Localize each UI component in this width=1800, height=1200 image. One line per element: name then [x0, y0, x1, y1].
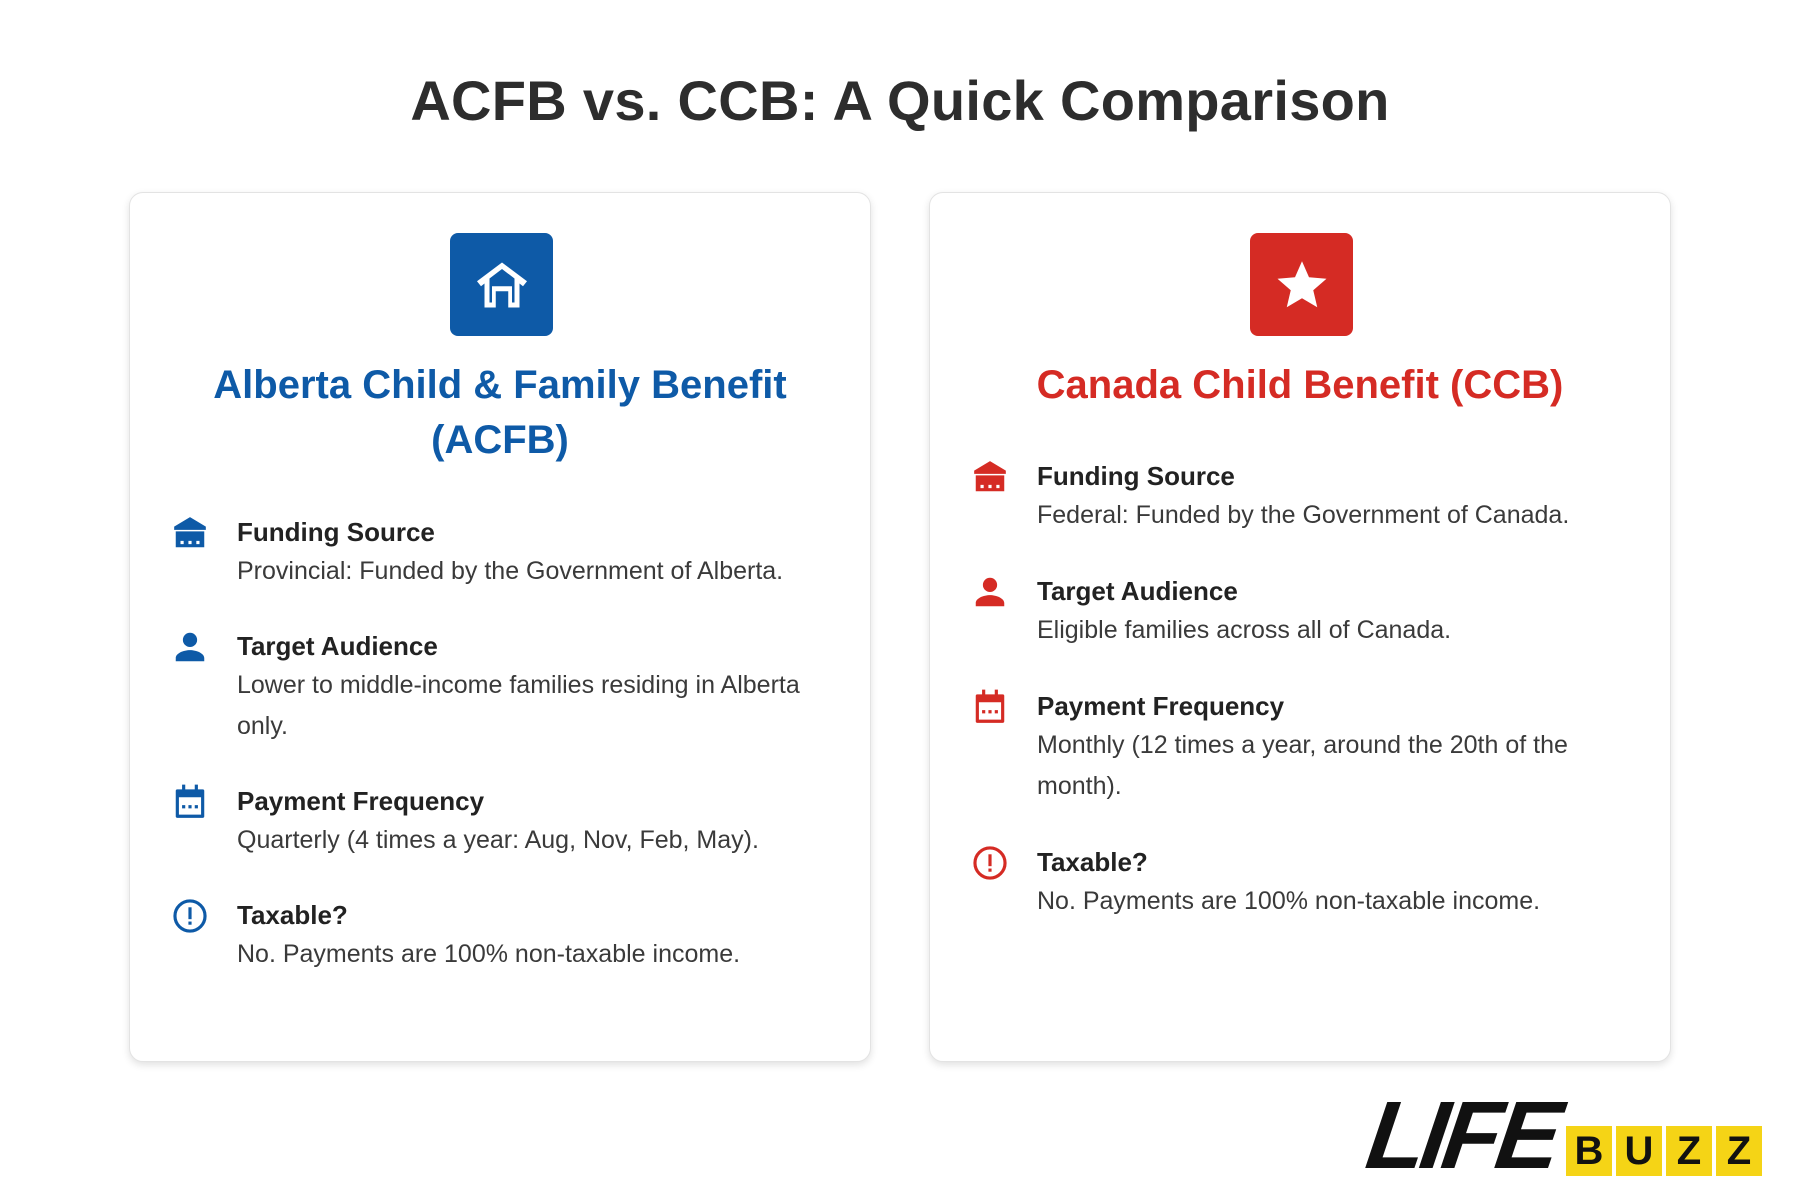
- row-heading: Taxable?: [237, 900, 348, 930]
- person-icon: [970, 572, 1010, 612]
- logo-letter: Z: [1665, 1126, 1712, 1176]
- lifebuzz-logo: LIFE B U Z Z: [1361, 1082, 1762, 1189]
- acfb-row-taxable: Taxable? No. Payments are 100% non-taxab…: [170, 896, 840, 975]
- row-heading: Payment Frequency: [237, 786, 485, 816]
- calendar-icon: [970, 687, 1010, 727]
- alert-circle-icon: [170, 896, 210, 936]
- acfb-card: Alberta Child & Family Benefit (ACFB) Fu…: [129, 192, 871, 1062]
- logo-letter: B: [1565, 1126, 1612, 1176]
- ccb-rows: Funding Source Federal: Funded by the Go…: [970, 457, 1640, 958]
- page-title: ACFB vs. CCB: A Quick Comparison: [410, 69, 1390, 132]
- row-text: No. Payments are 100% non-taxable income…: [237, 940, 741, 968]
- row-heading: Funding Source: [1037, 461, 1235, 491]
- row-text: Quarterly (4 times a year: Aug, Nov, Feb…: [237, 826, 759, 854]
- acfb-row-funding: Funding Source Provincial: Funded by the…: [170, 513, 840, 592]
- row-text: Federal: Funded by the Government of Can…: [1037, 501, 1570, 529]
- calendar-icon: [170, 782, 210, 822]
- logo-letter: U: [1615, 1126, 1662, 1176]
- logo-buzz-tiles: B U Z Z: [1565, 1126, 1762, 1176]
- house-icon: [450, 233, 553, 336]
- row-heading: Payment Frequency: [1037, 691, 1285, 721]
- row-text: Lower to middle-income families residing…: [237, 671, 800, 740]
- logo-letter: Z: [1715, 1126, 1762, 1176]
- building-icon: [170, 513, 210, 553]
- ccb-row-audience: Target Audience Eligible families across…: [970, 572, 1640, 651]
- person-icon: [170, 627, 210, 667]
- row-heading: Taxable?: [1037, 847, 1148, 877]
- ccb-row-frequency: Payment Frequency Monthly (12 times a ye…: [970, 687, 1640, 807]
- row-text: Monthly (12 times a year, around the 20t…: [1037, 731, 1568, 800]
- ccb-card: Canada Child Benefit (CCB) Funding Sourc…: [929, 192, 1671, 1062]
- star-icon: [1250, 233, 1353, 336]
- row-text: Eligible families across all of Canada.: [1037, 616, 1452, 644]
- row-text: Provincial: Funded by the Government of …: [237, 557, 784, 585]
- ccb-title: Canada Child Benefit (CCB): [1036, 363, 1564, 407]
- building-icon: [970, 457, 1010, 497]
- row-heading: Target Audience: [1037, 576, 1238, 606]
- acfb-rows: Funding Source Provincial: Funded by the…: [170, 513, 840, 1010]
- row-text: No. Payments are 100% non-taxable income…: [1037, 887, 1541, 915]
- row-heading: Target Audience: [237, 631, 438, 661]
- ccb-row-taxable: Taxable? No. Payments are 100% non-taxab…: [970, 843, 1640, 922]
- acfb-row-frequency: Payment Frequency Quarterly (4 times a y…: [170, 782, 840, 861]
- logo-word: LIFE: [1360, 1082, 1564, 1189]
- acfb-title: Alberta Child & Family Benefit (ACFB): [213, 363, 787, 462]
- acfb-row-audience: Target Audience Lower to middle-income f…: [170, 627, 840, 747]
- row-heading: Funding Source: [237, 517, 435, 547]
- alert-circle-icon: [970, 843, 1010, 883]
- ccb-row-funding: Funding Source Federal: Funded by the Go…: [970, 457, 1640, 536]
